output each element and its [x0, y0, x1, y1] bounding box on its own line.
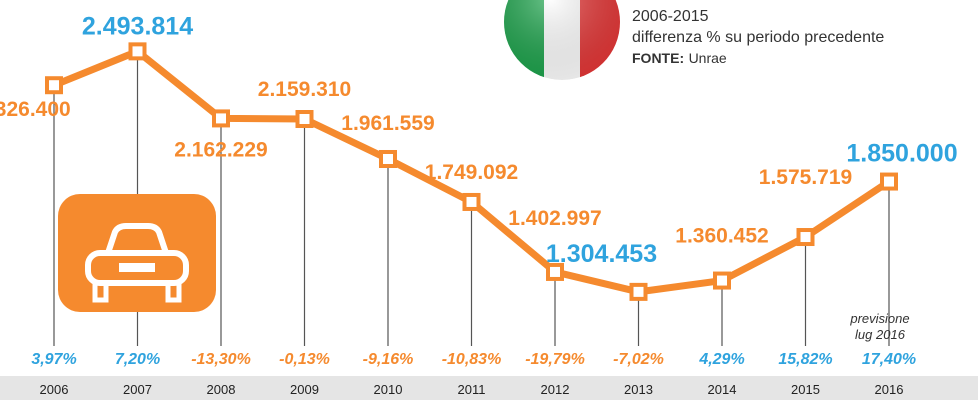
data-point-2009: [295, 110, 314, 129]
pct-change-2013: -7,02%: [613, 351, 664, 368]
value-labels: 2.326.400 2.493.814 2.162.229 2.159.310 1.96…: [0, 12, 958, 268]
data-point-2007: [128, 42, 147, 61]
year-label-2006: 2006: [40, 382, 69, 397]
data-point-2013: [629, 282, 648, 301]
value-label-2007: 2.493.814: [82, 12, 193, 40]
data-point-2006: [45, 76, 63, 95]
data-point-2010: [379, 149, 397, 168]
year-label-2015: 2015: [791, 382, 820, 397]
source-label: FONTE:: [632, 50, 685, 66]
year-label-2013: 2013: [624, 382, 653, 397]
forecast-note-line2: lug 2016: [855, 327, 906, 342]
year-label-2009: 2009: [290, 382, 319, 397]
year-label-2011: 2011: [458, 382, 486, 397]
value-label-2009: 2.159.310: [258, 78, 351, 101]
value-label-2006: 2.326.400: [0, 98, 71, 121]
value-label-2016: 1.850.000: [846, 140, 957, 168]
value-label-2010: 1.961.559: [341, 112, 434, 135]
pct-change-2009: -0,13%: [279, 351, 330, 368]
year-label-2007: 2007: [123, 382, 152, 397]
value-label-2014: 1.360.452: [675, 225, 768, 248]
data-point-2012: [546, 262, 564, 281]
year-label-2016: 2016: [875, 382, 904, 397]
value-label-2008: 2.162.229: [174, 138, 267, 161]
value-label-2015: 1.575.719: [759, 166, 852, 189]
year-label-2012: 2012: [541, 382, 570, 397]
data-point-2008: [212, 109, 230, 128]
year-tick-labels: 2006 2007 2008 2009 2010 2011 2012 2013 2014 2015…: [40, 382, 904, 397]
year-label-2008: 2008: [207, 382, 236, 397]
pct-change-2008: -13,30%: [191, 351, 251, 368]
car-icon: [58, 194, 216, 312]
value-label-2011: 1.749.092: [425, 161, 518, 184]
data-markers: [45, 42, 898, 301]
pct-change-2010: -9,16%: [363, 351, 414, 368]
pct-change-2014: 4,29%: [698, 351, 744, 368]
pct-change-2012: -19,79%: [525, 351, 585, 368]
pct-change-labels: 3,97% 7,20% -13,30% -0,13% -9,16% -10,83% -19,…: [31, 351, 916, 368]
italy-flag-icon: [504, 0, 620, 80]
pct-change-2006: 3,97%: [31, 351, 76, 368]
source-line: FONTE: Unrae: [632, 48, 884, 69]
period-label: 2006-2015: [632, 8, 709, 25]
data-point-2011: [462, 192, 481, 211]
pct-change-2011: -10,83%: [442, 351, 502, 368]
data-point-2015: [796, 228, 815, 247]
year-label-2010: 2010: [374, 382, 403, 397]
year-axis-bar: [0, 376, 978, 400]
subtitle: differenza % su periodo precedente: [632, 29, 885, 46]
data-point-2016: [880, 172, 898, 191]
pct-change-2016: 17,40%: [862, 351, 916, 368]
data-point-2014: [713, 271, 731, 290]
pct-change-2007: 7,20%: [115, 351, 160, 368]
value-label-2013: 1.304.453: [546, 240, 657, 268]
source-value: Unrae: [688, 50, 727, 66]
value-label-2012: 1.402.997: [508, 207, 601, 230]
forecast-note-line1: previsione: [849, 311, 909, 326]
year-label-2014: 2014: [708, 382, 737, 397]
info-box: 2006-2015 differenza % su periodo preced…: [632, 6, 884, 69]
pct-change-2015: 15,82%: [778, 351, 832, 368]
